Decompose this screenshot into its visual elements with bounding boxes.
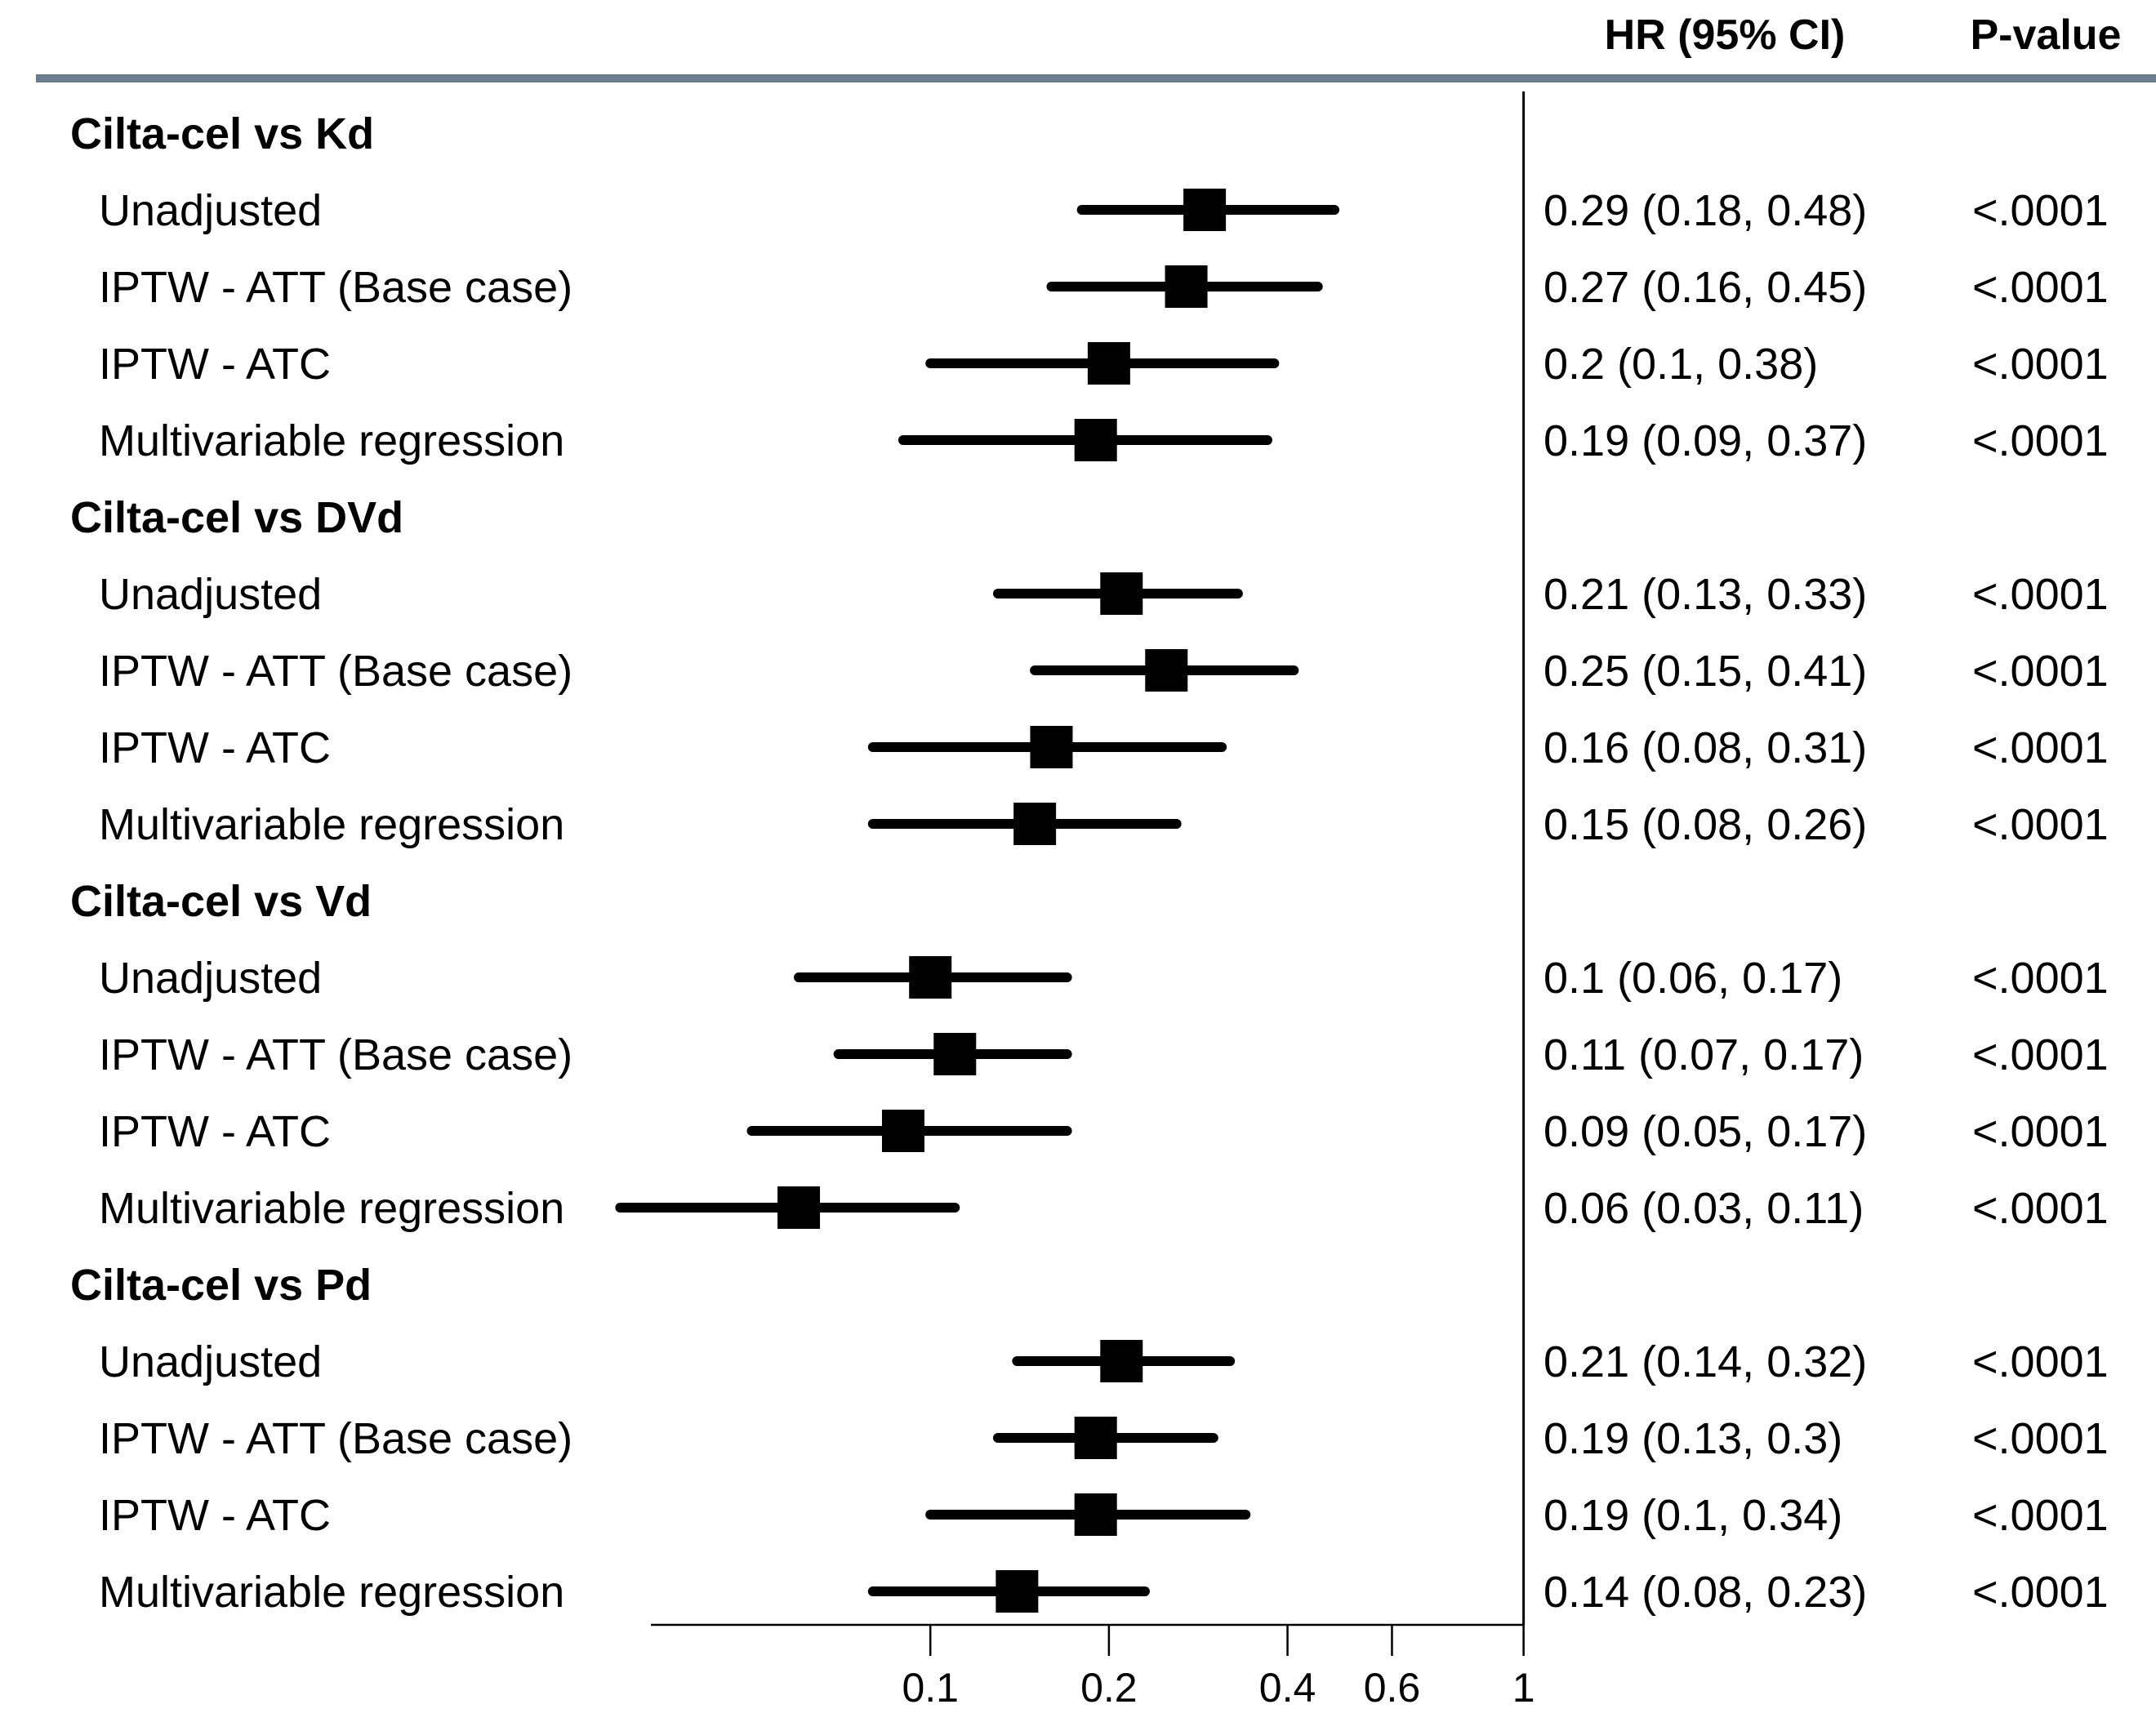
x-tick-label: 0.4	[1259, 1665, 1316, 1711]
group-title: Cilta-cel vs Pd	[70, 1261, 372, 1310]
hr-marker	[1074, 419, 1117, 461]
row-label: IPTW - ATT (Base case)	[99, 1030, 572, 1079]
hr-marker	[1100, 572, 1143, 615]
hr-marker	[933, 1033, 977, 1075]
hr-ci-value: 0.19 (0.13, 0.3)	[1544, 1414, 1842, 1463]
p-value: <.0001	[1972, 416, 2109, 465]
p-value: <.0001	[1972, 723, 2109, 772]
row-label: Unadjusted	[99, 954, 322, 1003]
p-value: <.0001	[1972, 954, 2109, 1003]
group-title: Cilta-cel vs Vd	[70, 877, 372, 926]
p-value: <.0001	[1972, 340, 2109, 389]
hr-marker	[1074, 1493, 1117, 1536]
forest-rows: Cilta-cel vs Kd Unadjusted 0.29 (0.18, 0.4…	[70, 109, 2109, 1617]
hr-ci-value: 0.25 (0.15, 0.41)	[1544, 647, 1867, 696]
hr-ci-value: 0.21 (0.14, 0.32)	[1544, 1337, 1867, 1386]
hr-marker	[1183, 189, 1227, 231]
p-value: <.0001	[1972, 1337, 2109, 1386]
row-label: Unadjusted	[99, 186, 322, 235]
p-value: <.0001	[1972, 1184, 2109, 1233]
p-value: <.0001	[1972, 647, 2109, 696]
p-value: <.0001	[1972, 1107, 2109, 1156]
p-value: <.0001	[1972, 800, 2109, 849]
row-label: IPTW - ATT (Base case)	[99, 647, 572, 696]
header-p-value: P-value	[1971, 11, 2122, 59]
hr-ci-value: 0.1 (0.06, 0.17)	[1544, 954, 1842, 1003]
x-axis: 0.1 0.2 0.4 0.6 1	[651, 91, 1535, 1711]
row-label: IPTW - ATC	[99, 1107, 331, 1156]
hr-ci-value: 0.16 (0.08, 0.31)	[1544, 723, 1867, 772]
group-title: Cilta-cel vs Kd	[70, 109, 374, 158]
hr-ci-value: 0.21 (0.13, 0.33)	[1544, 570, 1867, 619]
row-label: Multivariable regression	[99, 416, 564, 465]
row-label: Multivariable regression	[99, 1568, 564, 1617]
row-label: IPTW - ATT (Base case)	[99, 1414, 572, 1463]
hr-marker	[777, 1186, 821, 1229]
hr-marker	[1074, 1417, 1117, 1459]
row-label: IPTW - ATC	[99, 340, 331, 389]
hr-marker	[1165, 265, 1208, 308]
row-label: Unadjusted	[99, 570, 322, 619]
hr-marker	[996, 1570, 1039, 1613]
p-value: <.0001	[1972, 1568, 2109, 1617]
p-value: <.0001	[1972, 1030, 2109, 1079]
row-label: Multivariable regression	[99, 800, 564, 849]
p-value: <.0001	[1972, 1414, 2109, 1463]
hr-marker	[1030, 726, 1073, 768]
header-rule	[36, 74, 2156, 82]
hr-ci-value: 0.09 (0.05, 0.17)	[1544, 1107, 1867, 1156]
x-tick-label: 1	[1512, 1665, 1535, 1711]
hr-marker	[881, 1110, 924, 1152]
row-label: Multivariable regression	[99, 1184, 564, 1233]
header-hr-ci: HR (95% CI)	[1605, 11, 1846, 59]
hr-marker	[1100, 1340, 1143, 1382]
hr-ci-value: 0.27 (0.16, 0.45)	[1544, 263, 1867, 312]
x-tick-label: 0.2	[1080, 1665, 1138, 1711]
hr-marker	[1087, 342, 1130, 385]
group-title: Cilta-cel vs DVd	[70, 493, 403, 542]
hr-marker	[909, 956, 952, 999]
hr-ci-value: 0.2 (0.1, 0.38)	[1544, 340, 1818, 389]
hr-ci-value: 0.15 (0.08, 0.26)	[1544, 800, 1867, 849]
hr-ci-value: 0.14 (0.08, 0.23)	[1544, 1568, 1867, 1617]
hr-ci-value: 0.29 (0.18, 0.48)	[1544, 186, 1867, 235]
hr-ci-value: 0.19 (0.1, 0.34)	[1544, 1491, 1842, 1540]
row-label: IPTW - ATT (Base case)	[99, 263, 572, 312]
hr-ci-value: 0.19 (0.09, 0.37)	[1544, 416, 1867, 465]
hr-ci-value: 0.06 (0.03, 0.11)	[1544, 1184, 1864, 1233]
x-tick-label: 0.6	[1364, 1665, 1421, 1711]
p-value: <.0001	[1972, 570, 2109, 619]
row-label: IPTW - ATC	[99, 723, 331, 772]
hr-marker	[1145, 649, 1188, 692]
x-tick-label: 0.1	[902, 1665, 959, 1711]
row-label: IPTW - ATC	[99, 1491, 331, 1540]
row-label: Unadjusted	[99, 1337, 322, 1386]
hr-ci-value: 0.11 (0.07, 0.17)	[1544, 1030, 1864, 1079]
p-value: <.0001	[1972, 186, 2109, 235]
hr-marker	[1013, 803, 1057, 845]
p-value: <.0001	[1972, 1491, 2109, 1540]
p-value: <.0001	[1972, 263, 2109, 312]
